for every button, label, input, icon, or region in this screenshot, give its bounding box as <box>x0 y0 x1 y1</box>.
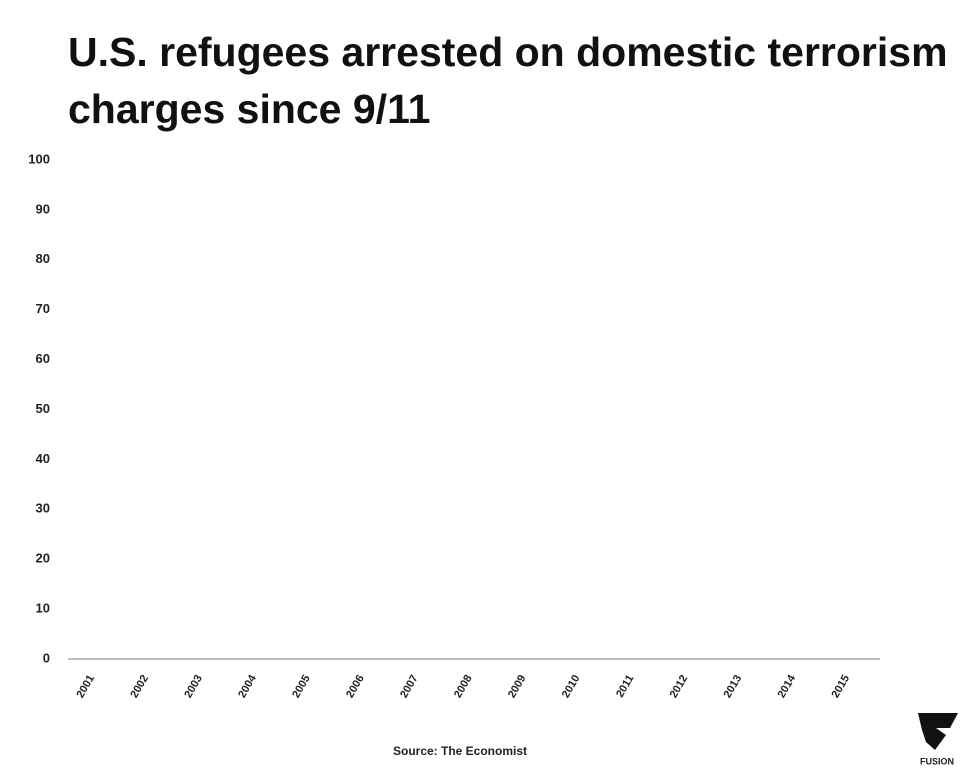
logo-text: FUSION <box>920 756 954 766</box>
x-tick-label: 2011 <box>614 673 636 700</box>
chart-title: U.S. refugees arrested on domestic terro… <box>68 29 948 75</box>
y-tick-label: 30 <box>36 501 50 516</box>
chart-title: charges since 9/11 <box>68 86 430 132</box>
x-tick-label: 2010 <box>560 673 583 700</box>
x-tick-label: 2004 <box>236 672 259 700</box>
logo-mark <box>918 713 958 750</box>
y-tick-label: 0 <box>43 650 50 665</box>
y-tick-label: 60 <box>36 351 50 366</box>
x-tick-label: 2008 <box>452 673 475 700</box>
y-tick-label: 10 <box>36 601 50 616</box>
y-tick-label: 20 <box>36 551 50 566</box>
x-tick-label: 2009 <box>506 673 529 700</box>
x-tick-label: 2003 <box>182 673 205 700</box>
y-tick-label: 90 <box>36 201 50 216</box>
y-tick-label: 50 <box>36 401 50 416</box>
x-tick-label: 2014 <box>776 672 799 700</box>
x-tick-label: 2001 <box>74 673 97 700</box>
y-tick-label: 100 <box>28 151 50 166</box>
y-tick-label: 80 <box>36 251 50 266</box>
y-tick-label: 40 <box>36 451 50 466</box>
x-tick-label: 2005 <box>290 673 313 700</box>
x-tick-label: 2013 <box>722 673 745 700</box>
x-tick-label: 2007 <box>398 673 421 700</box>
x-tick-label: 2002 <box>128 673 151 700</box>
logo: FUSION <box>918 713 958 766</box>
x-tick-label: 2012 <box>668 673 691 700</box>
x-tick-label: 2015 <box>830 673 853 700</box>
source: Source: The Economist <box>393 744 527 758</box>
y-tick-label: 70 <box>36 301 50 316</box>
x-tick-label: 2006 <box>344 673 367 700</box>
